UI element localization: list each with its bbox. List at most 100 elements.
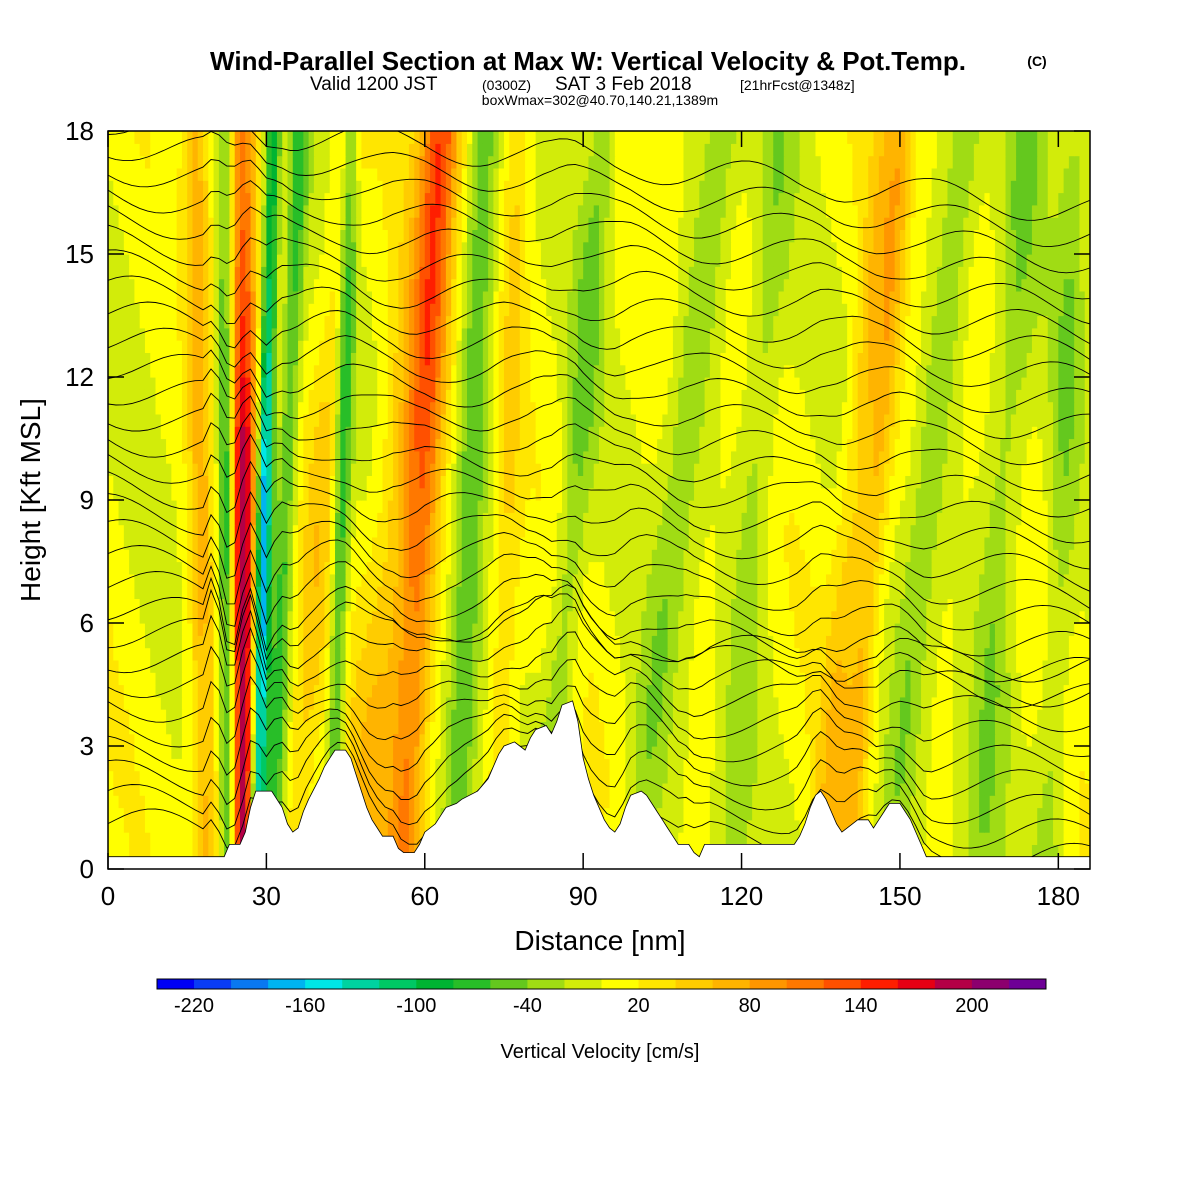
field-cell (160, 795, 167, 809)
field-cell (899, 635, 906, 649)
field-cell (910, 770, 917, 784)
field-cell (1010, 647, 1017, 661)
field-cell (973, 623, 980, 636)
field-cell (688, 758, 695, 772)
field-cell (371, 758, 378, 772)
field-cell (868, 770, 875, 784)
field-cell (377, 561, 384, 575)
field-cell (604, 672, 611, 686)
field-cell (313, 561, 320, 575)
field-cell (456, 746, 463, 759)
field-cell (952, 561, 959, 575)
field-cell (1026, 635, 1033, 649)
field-cell (350, 659, 357, 673)
field-cell (356, 549, 363, 563)
field-cell (593, 623, 600, 636)
field-cell (192, 586, 199, 599)
field-cell (778, 561, 785, 575)
field-cell (931, 659, 938, 673)
field-cell (641, 635, 648, 649)
field-cell (1037, 782, 1044, 796)
field-cell (1042, 672, 1049, 686)
field-cell (440, 647, 447, 661)
field-cell (514, 586, 521, 599)
field-cell (609, 733, 616, 747)
field-cell (166, 733, 172, 747)
field-cell (1068, 684, 1075, 698)
field-cell (947, 807, 954, 821)
field-cell (973, 573, 980, 587)
field-cell (176, 561, 183, 575)
field-cell (783, 746, 790, 759)
field-cell (208, 807, 215, 821)
field-cell (118, 770, 125, 784)
field-cell (709, 586, 716, 599)
field-cell (482, 770, 489, 784)
field-cell (709, 758, 716, 772)
field-cell (118, 684, 125, 698)
field-cell (1037, 598, 1044, 612)
field-cell (414, 586, 421, 599)
field-cell (1000, 709, 1007, 722)
field-cell (752, 733, 758, 747)
field-cell (308, 709, 315, 722)
field-cell (1021, 573, 1028, 587)
field-cell (820, 561, 827, 575)
field-cell (746, 647, 753, 661)
field-cell (218, 536, 225, 550)
field-cell (166, 635, 172, 649)
field-cell (403, 844, 410, 858)
field-cell (1005, 782, 1012, 796)
field-cell (794, 770, 801, 784)
field-cell (403, 782, 410, 796)
field-cell (699, 573, 706, 587)
field-cell (905, 721, 912, 735)
field-cell (646, 610, 653, 624)
field-cell (921, 819, 927, 833)
field-cell (540, 647, 547, 661)
field-cell (1047, 795, 1054, 809)
field-cell (1058, 721, 1065, 735)
field-cell (905, 672, 912, 686)
field-cell (503, 684, 510, 698)
field-cell (609, 536, 616, 550)
field-cell (229, 659, 236, 673)
field-cell (683, 536, 690, 550)
field-cell (139, 807, 146, 821)
field-cell (213, 549, 220, 563)
field-cell (831, 573, 838, 587)
field-cell (308, 770, 315, 784)
field-cell (556, 672, 563, 686)
field-cell (408, 536, 415, 550)
field-cell (393, 573, 399, 587)
field-cell (451, 610, 458, 624)
field-cell (958, 610, 964, 624)
field-cell (393, 659, 399, 673)
field-cell (836, 782, 843, 796)
field-cell (371, 659, 378, 673)
field-cell (841, 549, 848, 563)
field-cell (752, 647, 758, 661)
field-cell (657, 696, 663, 710)
field-cell (889, 573, 896, 587)
field-cell (377, 573, 384, 587)
field-cell (514, 672, 521, 686)
field-cell (794, 832, 801, 845)
field-cell (783, 795, 790, 809)
field-cell (694, 782, 700, 796)
field-cell (889, 770, 896, 784)
field-cell (973, 733, 980, 747)
field-cell (276, 598, 283, 612)
field-cell (467, 573, 473, 587)
field-cell (546, 586, 553, 599)
field-cell (118, 807, 125, 821)
field-cell (620, 536, 626, 550)
field-cell (408, 635, 415, 649)
field-cell (688, 770, 695, 784)
field-cell (218, 819, 225, 833)
field-cell (794, 672, 801, 686)
field-cell (218, 721, 225, 735)
field-cell (1037, 635, 1044, 649)
field-cell (203, 819, 209, 833)
field-cell (699, 782, 706, 796)
